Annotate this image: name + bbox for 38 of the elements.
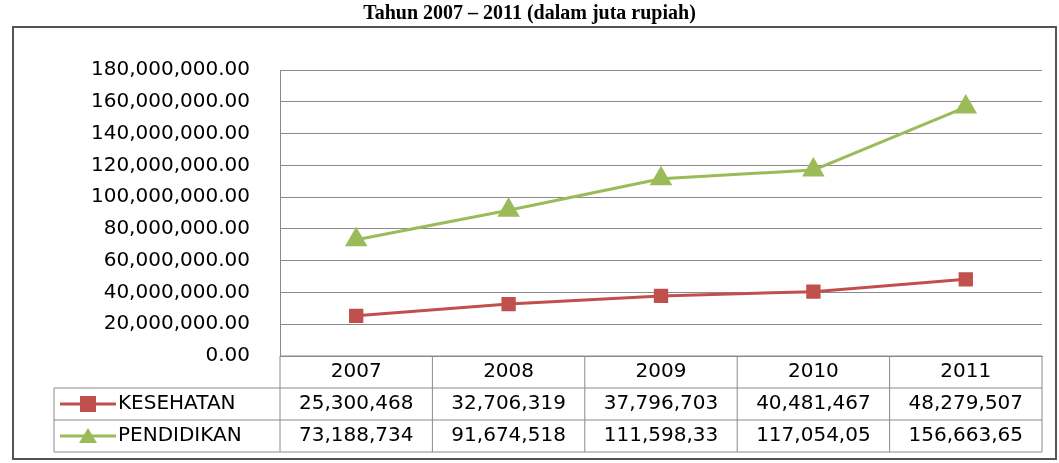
- data-label: 25,300,468: [298, 390, 414, 415]
- data-label: 73,188,734: [298, 422, 414, 447]
- data-label: 117,054,05: [756, 422, 871, 447]
- point: [498, 198, 519, 217]
- x-tick-label: 2009: [635, 358, 687, 383]
- y-tick-label: 80,000,000.00: [103, 215, 250, 240]
- point: [958, 272, 973, 287]
- y-tick-label: 100,000,000.00: [90, 183, 250, 208]
- chart-title: Tahun 2007 – 2011 (dalam juta rupiah): [362, 0, 697, 24]
- point: [349, 308, 364, 323]
- data-label: 156,663,65: [908, 422, 1024, 447]
- x-tick-label: 2008: [483, 358, 535, 383]
- y-tick-label: 40,000,000.00: [103, 278, 250, 303]
- y-tick-label: 180,000,000.00: [90, 56, 250, 81]
- data-label: 48,279,507: [908, 390, 1024, 415]
- data-label: 32,706,319: [451, 390, 566, 415]
- point: [806, 284, 821, 299]
- x-tick-label: 2011: [940, 358, 992, 383]
- y-tick-label: 160,000,000.00: [90, 87, 250, 112]
- y-tick-label: 0.00: [205, 342, 250, 367]
- data-label: 111,598,33: [603, 422, 719, 447]
- x-tick-label: 2010: [787, 358, 839, 383]
- y-tick-label: 60,000,000.00: [103, 246, 250, 271]
- y-tick-label: 120,000,000.00: [90, 151, 250, 176]
- point: [650, 167, 672, 186]
- legend-label: KESEHATAN: [118, 390, 236, 415]
- data-label: 37,796,703: [603, 390, 719, 415]
- y-tick-label: 20,000,000.00: [103, 310, 250, 335]
- point: [501, 296, 516, 312]
- data-label: 40,481,467: [756, 390, 871, 415]
- x-tick-label: 2007: [330, 358, 382, 383]
- point: [653, 288, 669, 304]
- point: [803, 158, 824, 177]
- point: [955, 95, 976, 114]
- data-label: 91,674,518: [451, 422, 566, 447]
- legend-label: PENDIDIKAN: [118, 422, 242, 447]
- y-tick-label: 140,000,000.00: [90, 119, 250, 144]
- point: [346, 228, 367, 247]
